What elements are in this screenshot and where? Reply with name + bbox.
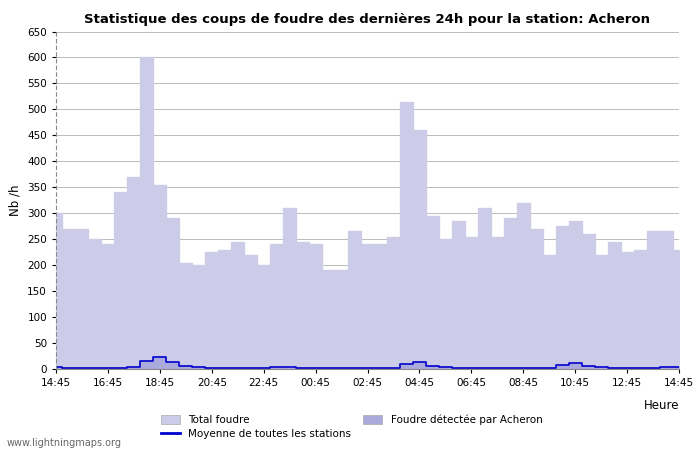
Text: www.lightningmaps.org: www.lightningmaps.org xyxy=(7,438,122,448)
Text: Heure: Heure xyxy=(643,400,679,412)
Y-axis label: Nb /h: Nb /h xyxy=(8,184,22,216)
Legend: Total foudre, Moyenne de toutes les stations, Foudre détectée par Acheron: Total foudre, Moyenne de toutes les stat… xyxy=(161,415,542,439)
Title: Statistique des coups de foudre des dernières 24h pour la station: Acheron: Statistique des coups de foudre des dern… xyxy=(85,13,650,26)
